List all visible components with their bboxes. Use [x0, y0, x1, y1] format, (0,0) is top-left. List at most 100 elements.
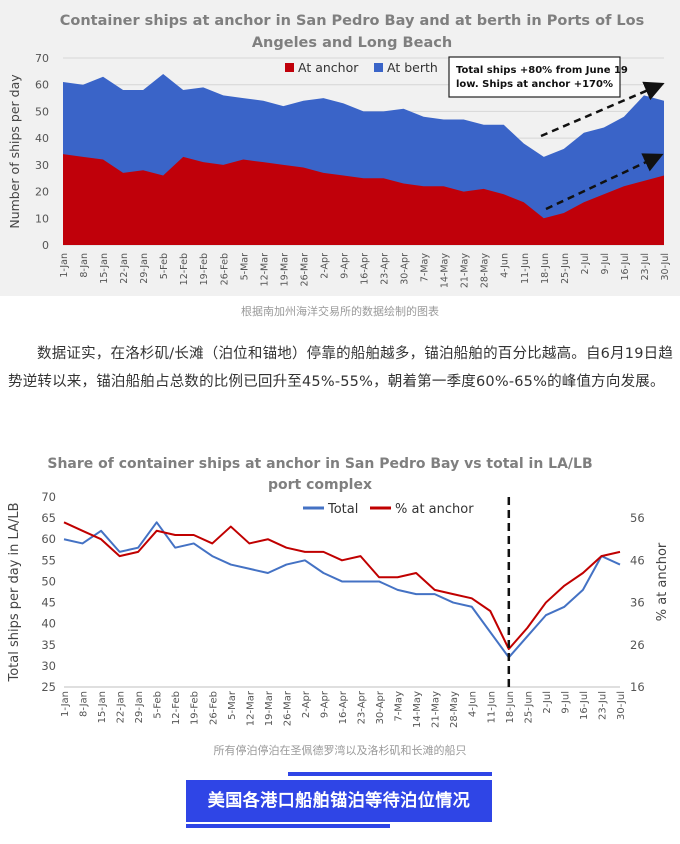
x-tick-label: 15-Jan [97, 691, 108, 723]
x-tick-label: 2-Jul [542, 691, 553, 714]
y-tick-label: 0 [42, 239, 49, 252]
x-tick-label: 2-Jul [580, 253, 591, 274]
annotation-text: low. Ships at anchor +170% [456, 79, 613, 90]
x-tick-label: 9-Apr [319, 690, 330, 718]
chart-ships-anchor-berth: 0 10 20 30 40 50 60 70 1-Jan 8-Jan 15-Jan 22-Jan 29-… [0, 0, 680, 296]
y-tick-label: 50 [35, 105, 49, 118]
legend-label-anchor: At anchor [298, 60, 359, 75]
y2-tick-label: 26 [630, 638, 645, 652]
banner-title: 美国各港口船舶锚泊等待泊位情况 [186, 780, 492, 822]
x-tick-label: 5-Feb [153, 691, 164, 719]
x-tick-label: 9-Apr [339, 253, 350, 279]
series-pct-anchor-line [63, 521, 621, 650]
x-tick-label: 9-Jul [560, 691, 571, 714]
x-tick-label: 4-Jun [468, 691, 479, 717]
x-tick-label: 25-Jun [560, 253, 571, 284]
x-tick-label: 5-Mar [227, 690, 238, 720]
x-tick-label: 9-Jul [600, 253, 611, 274]
y-tick-label: 60 [35, 79, 49, 92]
x-tick-label: 8-Jan [79, 253, 90, 278]
y-tick-label: 70 [41, 490, 56, 504]
x-tick-label: 12-Mar [245, 690, 256, 726]
x-tick-label: 4-Jun [500, 253, 511, 278]
x-tick-label: 7-May [420, 253, 431, 282]
x-tick-label: 8-Jan [79, 691, 90, 717]
legend-label-pct: % at anchor [395, 502, 474, 517]
chart-title-line: Container ships at anchor in San Pedro B… [60, 13, 645, 29]
dual-axis-line-chart: 25 30 35 40 45 50 55 60 65 70 16 26 36 46 56 1-Jan 8-Jan… [7, 456, 670, 728]
x-tick-label: 16-Apr [338, 690, 349, 724]
x-tick-label: 19-Feb [199, 253, 210, 285]
x-tick-label: 26-Mar [282, 690, 293, 726]
x-tick-label: 19-Mar [279, 253, 290, 287]
x-tick-label: 7-May [394, 691, 405, 722]
y-tick-label: 50 [41, 574, 56, 588]
x-tick-label: 16-Jul [620, 253, 631, 281]
y-tick-label: 45 [41, 596, 56, 610]
body-paragraph: 数据证实，在洛杉矶/长滩（泊位和锚地）停靠的船舶越多，锚泊船舶的百分比越高。自6… [8, 346, 674, 390]
x-tick-label: 26-Feb [219, 253, 230, 285]
y2-tick-label: 46 [630, 553, 645, 567]
chart-title-line: Share of container ships at anchor in Sa… [47, 456, 592, 472]
y-tick-label: 30 [35, 159, 49, 172]
x-tick-label: 18-Jun [505, 691, 516, 724]
x-tick-label: 16-Apr [360, 253, 371, 285]
legend-swatch-anchor [285, 63, 294, 72]
x-tick-label: 19-Mar [264, 690, 275, 726]
x-tick-label: 1-Jan [60, 691, 71, 717]
y-tick-label: 55 [41, 553, 56, 567]
x-tick-label: 14-May [412, 691, 423, 728]
y-tick-label: 30 [41, 659, 56, 673]
series-at-anchor-area [63, 154, 664, 245]
y-tick-label: 65 [41, 511, 56, 525]
x-tick-label: 23-Jul [597, 691, 608, 720]
x-tick-label: 23-Jul [640, 253, 651, 281]
chart-share-at-anchor: 25 30 35 40 45 50 55 60 65 70 16 26 36 46 56 1-Jan 8-Jan… [0, 447, 680, 737]
y-tick-label: 60 [41, 532, 56, 546]
x-tick-label: 29-Jan [134, 691, 145, 723]
x-tick-label: 26-Feb [208, 691, 219, 725]
y-tick-label: 20 [35, 186, 49, 199]
x-tick-label: 2-Apr [319, 253, 330, 279]
y-tick-label: 35 [41, 638, 56, 652]
x-tick-label: 26-Mar [299, 253, 310, 287]
annotation-box [448, 56, 621, 98]
x-tick-label: 23-Apr [357, 690, 368, 724]
y2-axis-label: % at anchor [655, 542, 670, 621]
x-tick-label: 22-Jan [116, 691, 127, 723]
x-tick-label: 5-Mar [239, 253, 250, 280]
x-tick-label: 30-Apr [375, 690, 386, 724]
x-tick-label: 21-May [460, 253, 471, 289]
x-tick-label: 12-Feb [179, 253, 190, 285]
y-tick-label: 10 [35, 212, 49, 225]
x-tick-label: 14-May [440, 253, 451, 289]
banner-bottom-accent [186, 824, 390, 828]
x-tick-label: 12-Feb [171, 691, 182, 725]
y-axis-label: Total ships per day in LA/LB [7, 502, 22, 682]
x-tick-label: 1-Jan [59, 253, 70, 278]
banner-top-accent [288, 772, 492, 776]
trend-arrow-anchor [545, 153, 664, 211]
x-tick-label: 2-Apr [301, 690, 312, 718]
y2-tick-label: 56 [630, 511, 645, 525]
chart-title-line: port complex [268, 477, 372, 493]
x-tick-label: 5-Feb [159, 253, 170, 279]
chart-title-line: Angeles and Long Beach [252, 35, 452, 51]
y-tick-label: 25 [41, 680, 56, 694]
x-tick-label: 30-Jul [660, 253, 671, 281]
x-tick-label: 28-May [480, 253, 491, 289]
x-tick-label: 16-Jul [579, 691, 590, 720]
x-tick-label: 21-May [431, 691, 442, 728]
y-tick-label: 40 [35, 132, 49, 145]
y2-tick-label: 36 [630, 596, 645, 610]
annotation-text: Total ships +80% from June 19 [456, 65, 628, 76]
y2-tick-label: 16 [630, 680, 645, 694]
x-tick-label: 25-Jun [523, 691, 534, 724]
x-tick-label: 23-Apr [380, 253, 391, 285]
chart2-caption: 所有停泊停泊在圣佩德罗湾以及洛杉矶和长滩的船只 [213, 744, 467, 757]
y-tick-label: 70 [35, 52, 49, 65]
section-banner: 美国各港口船舶锚泊等待泊位情况 [186, 772, 492, 828]
y-tick-label: 40 [41, 617, 56, 631]
legend-label-total: Total [327, 502, 358, 517]
x-tick-label: 15-Jan [99, 253, 110, 284]
